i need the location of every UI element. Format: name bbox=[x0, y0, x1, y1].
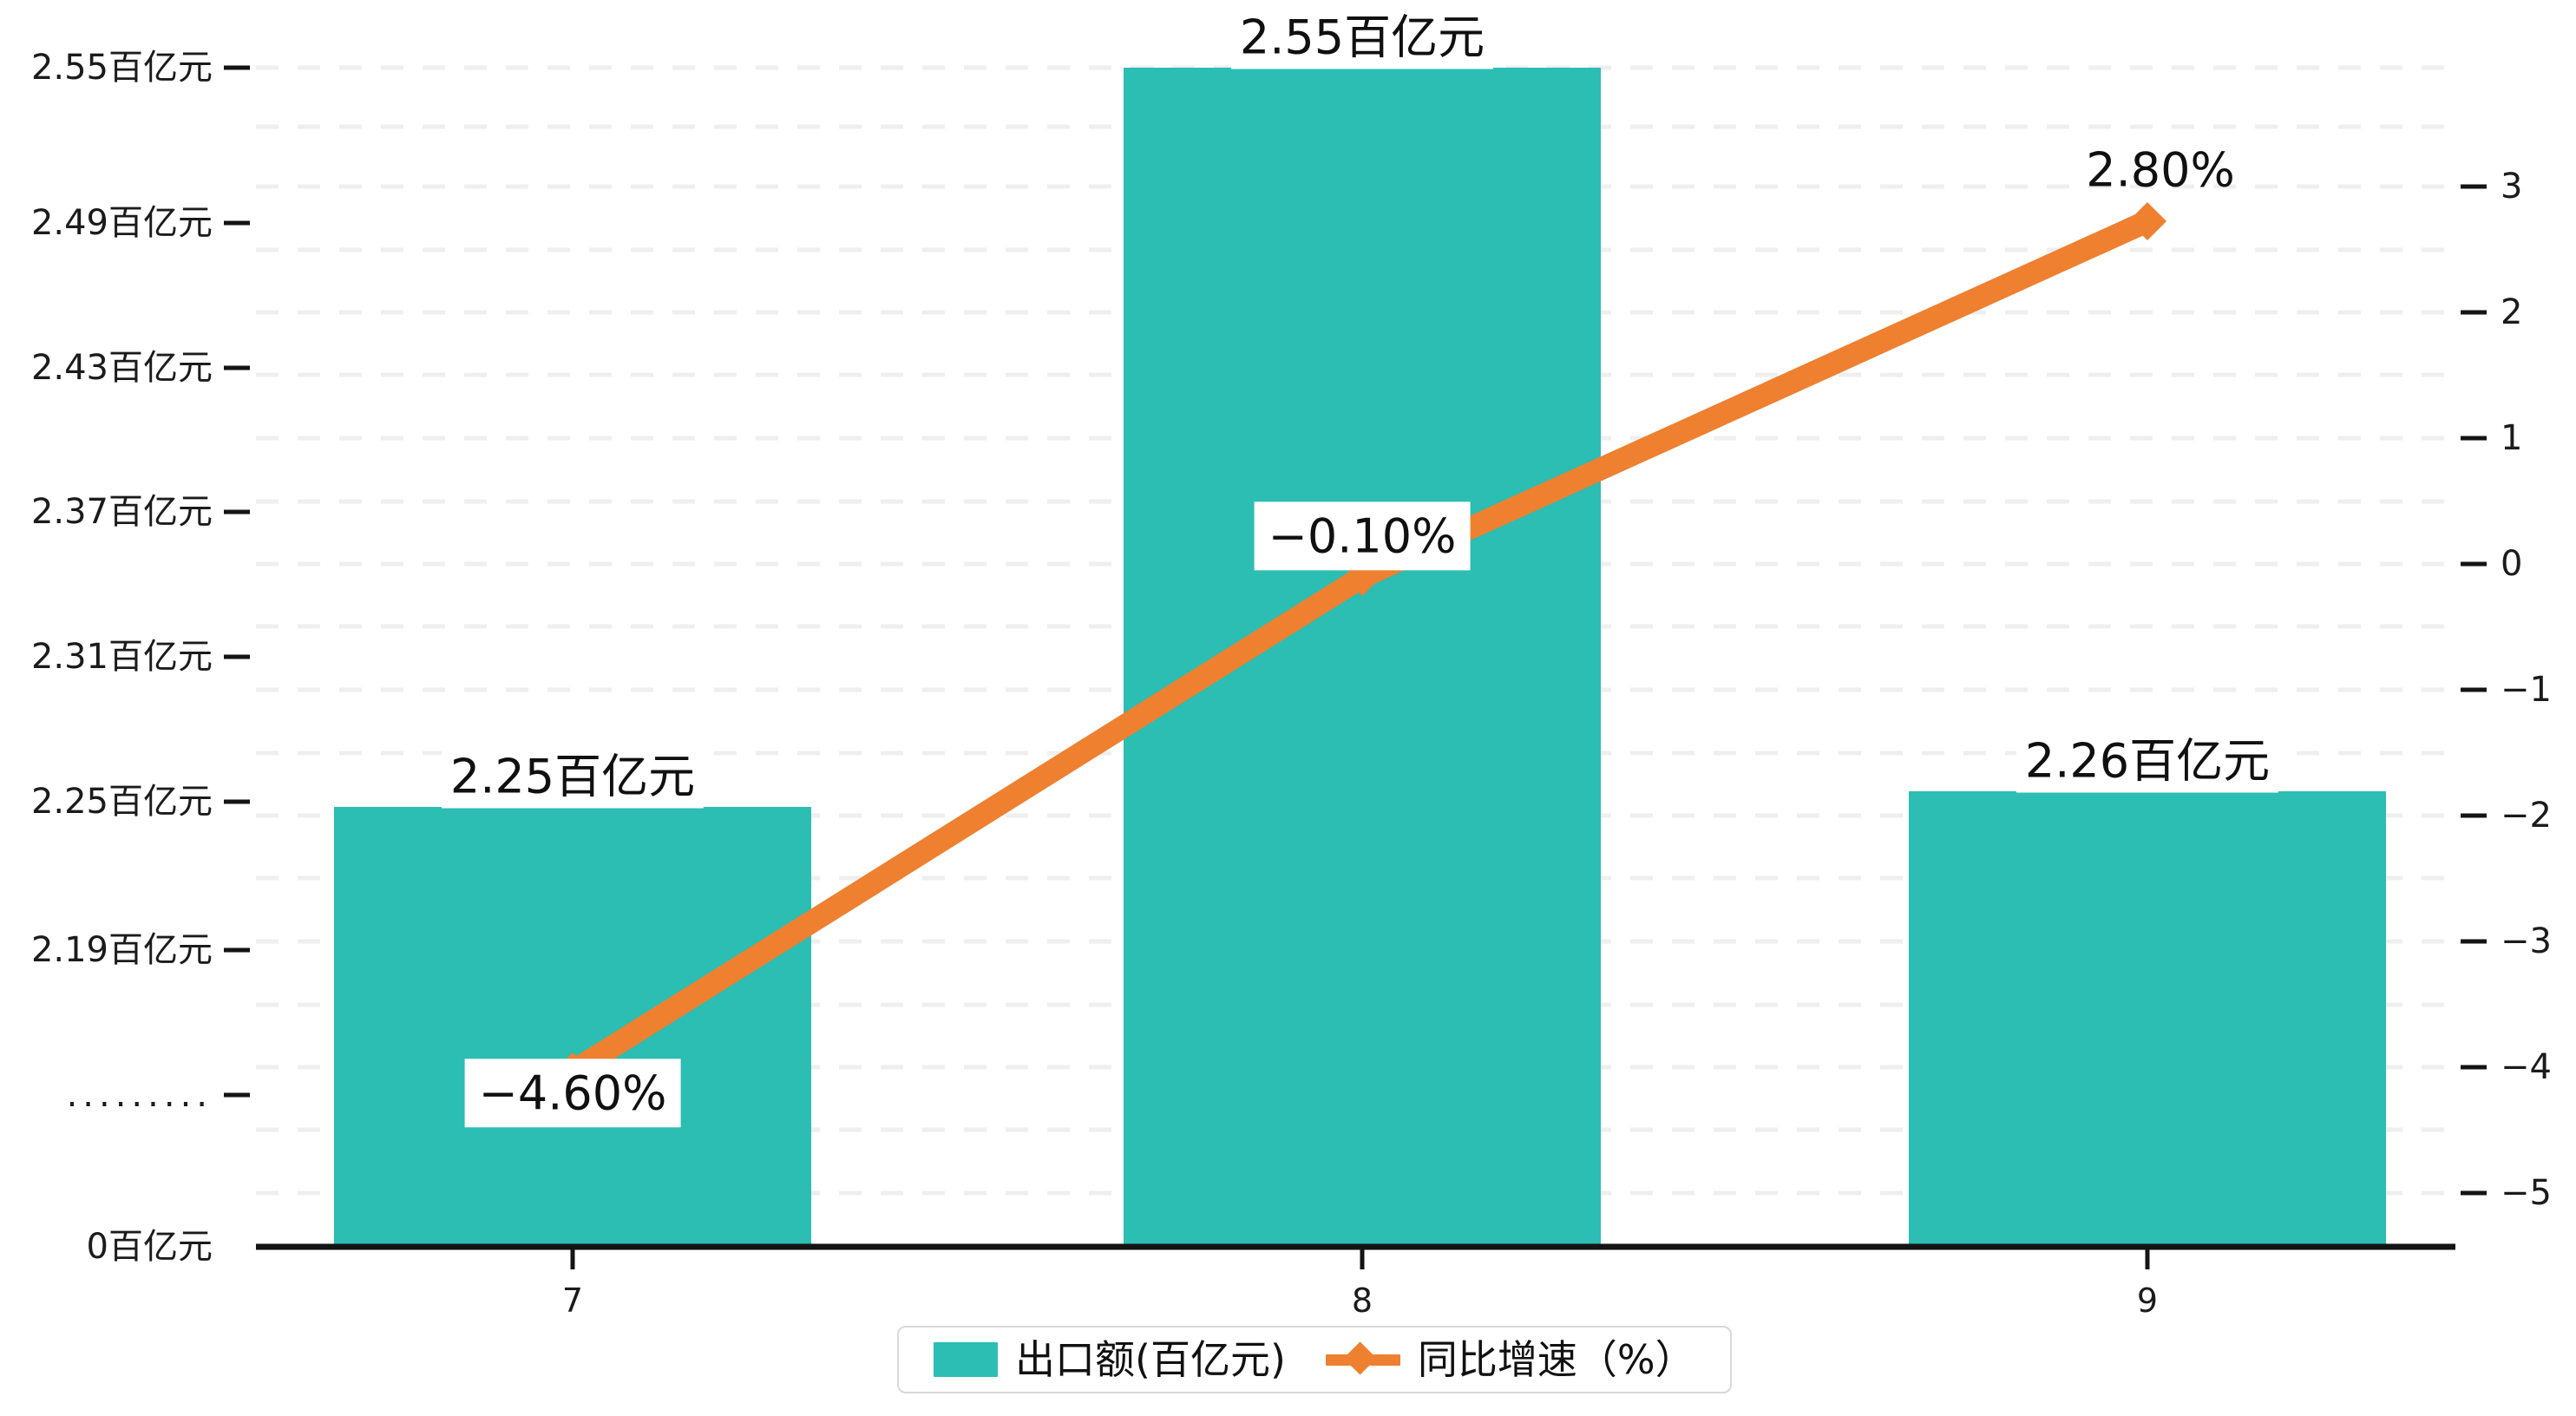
left-axis-break-marker: ......... bbox=[66, 1075, 213, 1115]
right-axis-tick-4: −1 bbox=[2501, 670, 2552, 710]
bar-9 bbox=[1909, 791, 2386, 1247]
right-axis-tick-8: −5 bbox=[2501, 1173, 2552, 1213]
bar-8 bbox=[1124, 68, 1601, 1247]
x-axis-ticks bbox=[570, 1247, 2150, 1269]
line-value-label-7: −4.60% bbox=[464, 1059, 681, 1128]
legend-swatch-line-diamond-icon bbox=[1325, 1341, 1400, 1377]
left-axis-tick-0: 2.55百亿元 bbox=[30, 48, 213, 88]
line-value-label-9: 2.80% bbox=[2086, 142, 2235, 198]
right-axis-tick-6: −3 bbox=[2501, 921, 2552, 961]
x-axis-tick-label-9: 9 bbox=[2136, 1282, 2159, 1320]
right-axis-tick-7: −4 bbox=[2501, 1047, 2552, 1087]
chart-legend: 出口额(百亿元) 同比增速（%） bbox=[897, 1326, 1732, 1393]
right-axis-tick-2: 1 bbox=[2501, 418, 2523, 458]
right-axis-tick-0: 3 bbox=[2501, 167, 2523, 206]
left-axis-tick-3: 2.37百亿元 bbox=[30, 492, 213, 532]
left-axis-tick-2: 2.43百亿元 bbox=[30, 348, 213, 388]
bar-value-label-7: 2.25百亿元 bbox=[441, 749, 705, 809]
right-axis-ticks bbox=[2461, 184, 2487, 1196]
bar-series bbox=[334, 68, 2386, 1247]
legend-swatch-square-icon bbox=[934, 1342, 998, 1377]
line-marker-9 bbox=[2128, 202, 2166, 240]
left-axis-tick-zero: 0百亿元 bbox=[86, 1227, 213, 1267]
bar-7 bbox=[334, 807, 811, 1247]
bar-value-label-9: 2.26百亿元 bbox=[2016, 733, 2279, 793]
left-axis-tick-1: 2.49百亿元 bbox=[30, 203, 213, 243]
line-value-label-8: −0.10% bbox=[1254, 502, 1471, 571]
legend-item-bar-series[interactable]: 出口额(百亿元) bbox=[934, 1340, 1286, 1380]
legend-item-line-series[interactable]: 同比增速（%） bbox=[1325, 1336, 1695, 1383]
right-axis-tick-3: 0 bbox=[2501, 544, 2523, 584]
x-axis-tick-label-7: 7 bbox=[561, 1282, 584, 1320]
left-axis-tick-4: 2.31百亿元 bbox=[30, 637, 213, 677]
left-axis-tick-5: 2.25百亿元 bbox=[30, 782, 213, 822]
legend-label-bar-series: 出口额(百亿元) bbox=[1015, 1336, 1286, 1383]
right-axis-tick-1: 2 bbox=[2501, 292, 2523, 332]
legend-label-line-series: 同比增速（%） bbox=[1417, 1336, 1695, 1383]
left-axis-ticks bbox=[224, 65, 250, 1098]
bar-value-label-8: 2.55百亿元 bbox=[1230, 10, 1494, 69]
left-axis-tick-6: 2.19百亿元 bbox=[30, 930, 213, 970]
x-axis-tick-label-8: 8 bbox=[1351, 1282, 1373, 1320]
right-axis-tick-5: −2 bbox=[2501, 796, 2552, 836]
